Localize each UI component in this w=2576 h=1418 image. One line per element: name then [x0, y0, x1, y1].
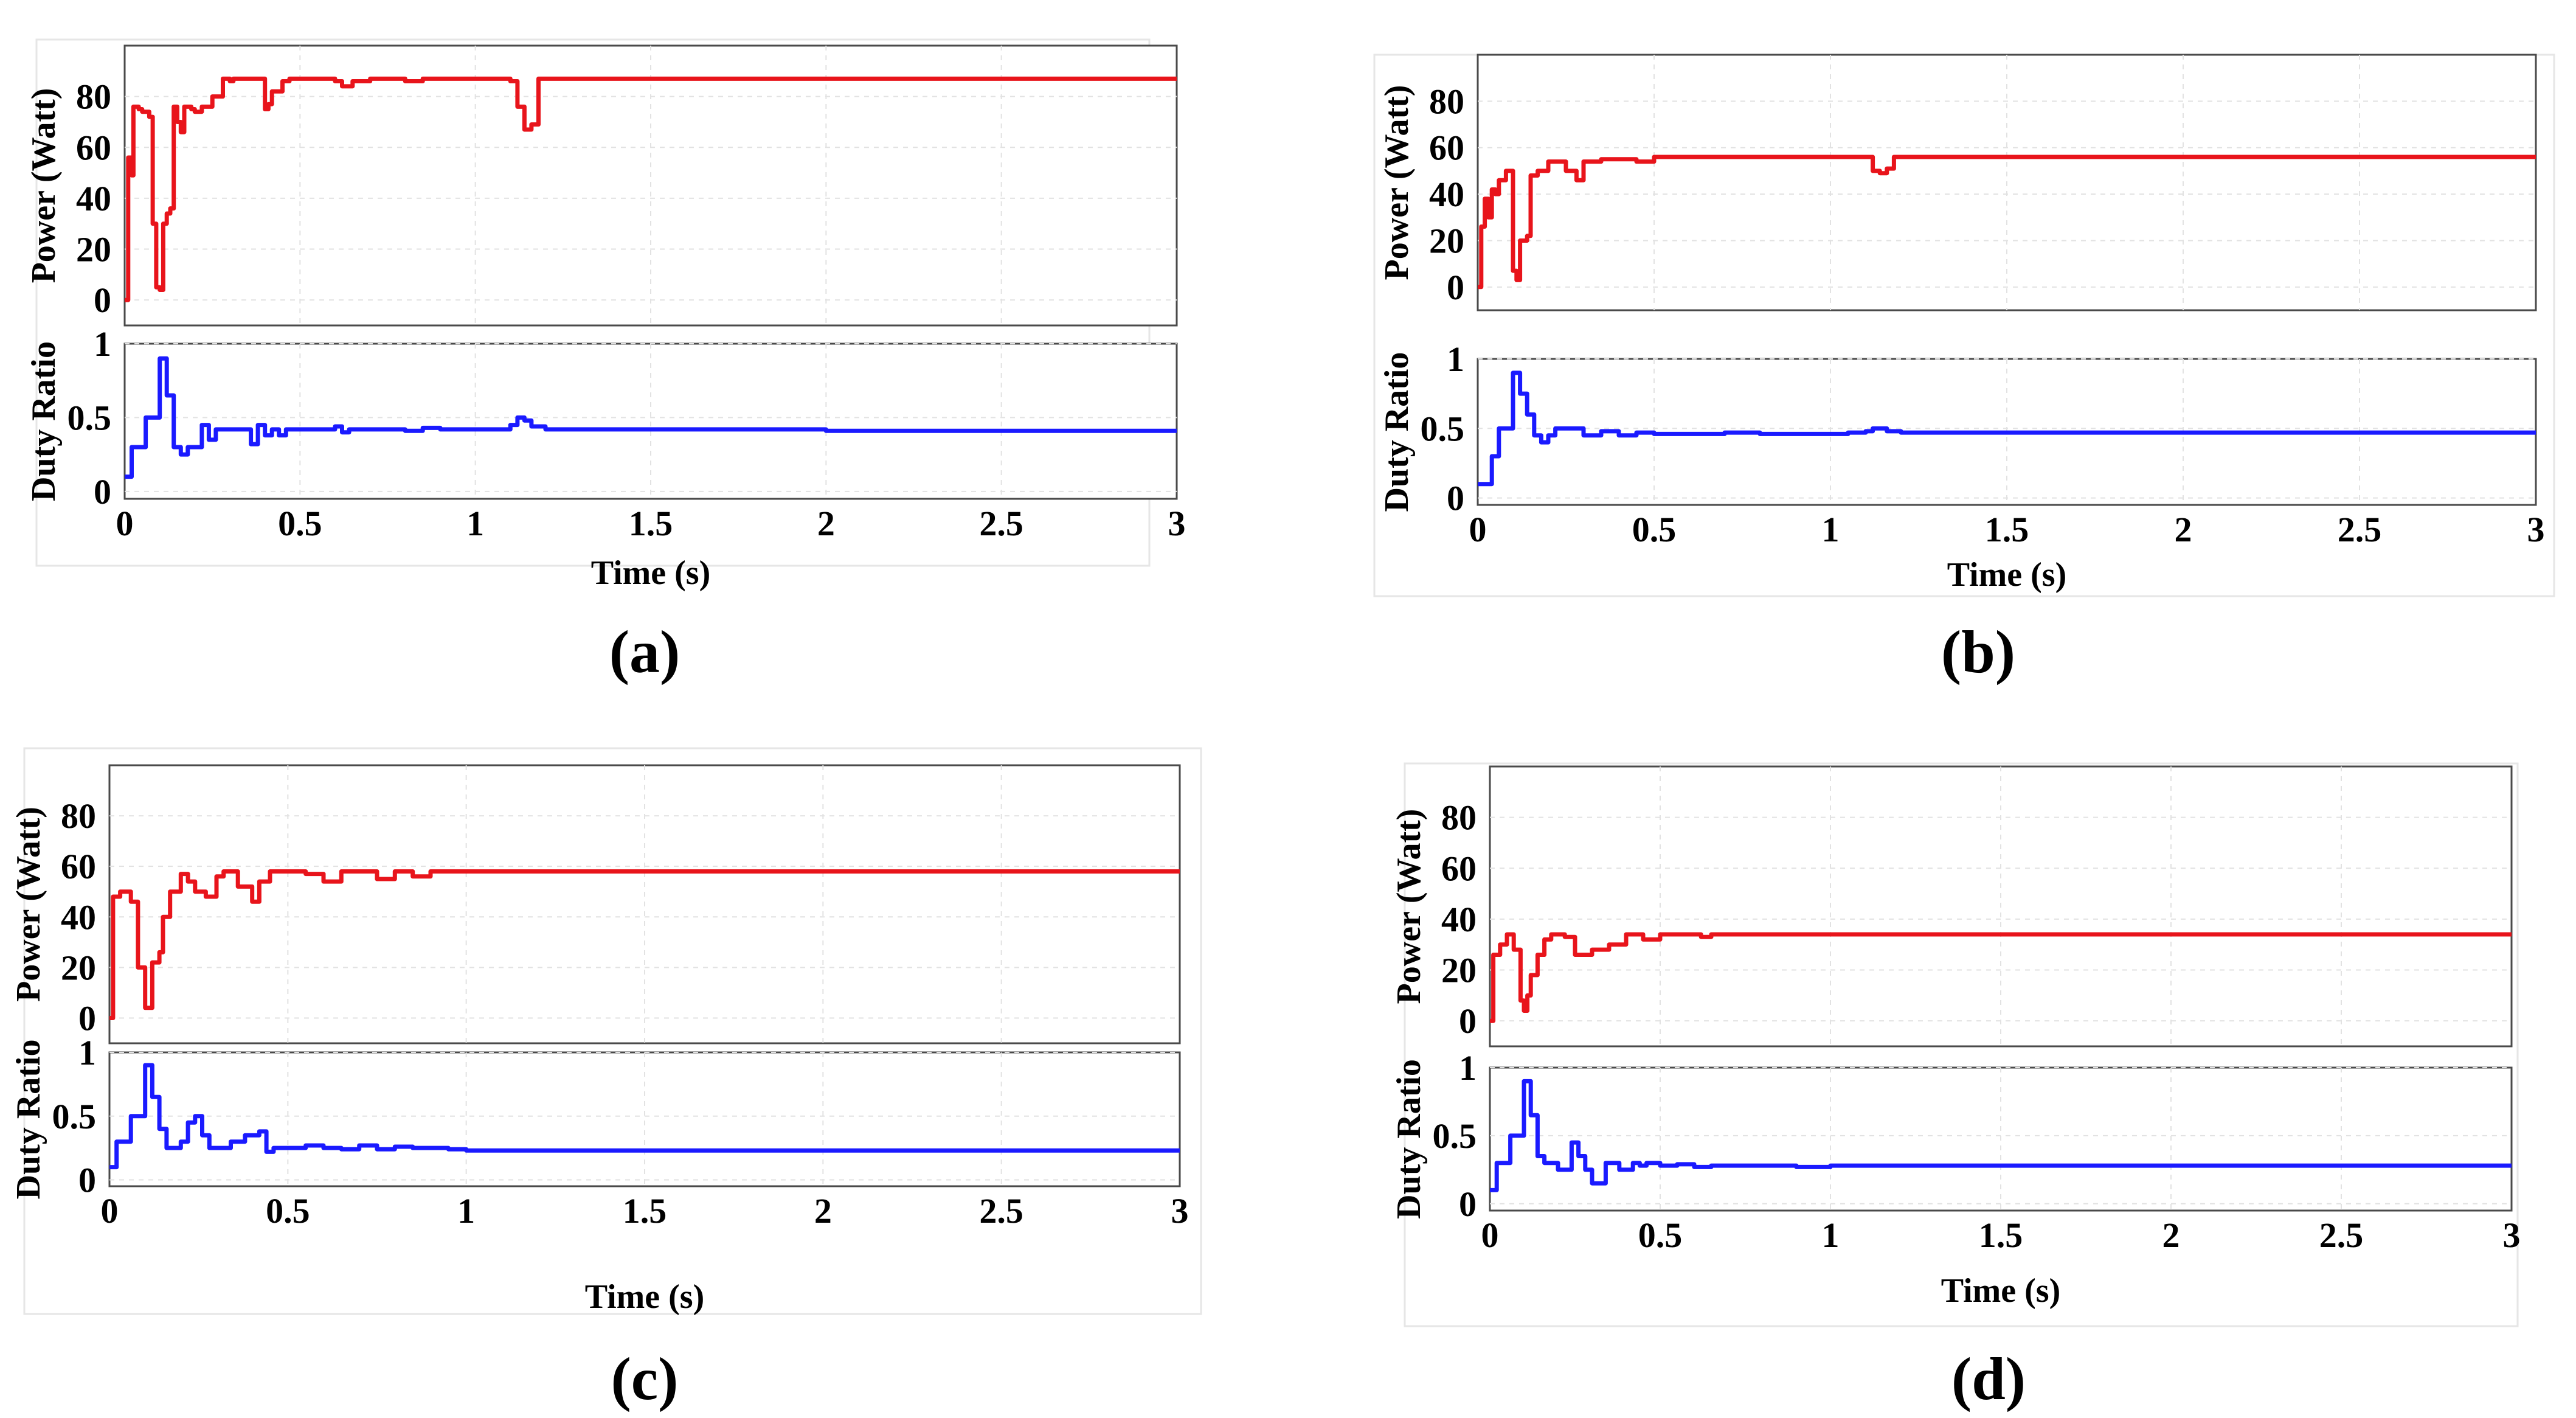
x-tick-label: 1	[1822, 1215, 1840, 1255]
power-axes: 0 20 40 60 80 Power (Watt)	[1378, 54, 2537, 311]
y-tick-label: 0	[1447, 479, 1464, 518]
x-axis-label: Time (s)	[1941, 1272, 2061, 1310]
y-tick-label: 1	[1447, 339, 1464, 379]
power-trace	[109, 869, 1180, 1020]
power-axis-label: Power (Watt)	[10, 807, 47, 1002]
duty-ratio-axis-label: Duty Ratio	[25, 341, 63, 501]
y-tick-label: 0	[78, 1161, 96, 1200]
x-tick-label: 2	[817, 504, 835, 543]
duty-ratio-axes: 0 0.5 1 Duty Ratio 0 0.5 1 1.5 2 2.5 3 Time (s)	[1390, 1048, 2521, 1310]
x-tick-label: 2.5	[2338, 510, 2382, 549]
y-tick-label: 0	[94, 472, 111, 512]
x-tick-label: 0.5	[278, 504, 322, 543]
x-tick-label: 1.5	[629, 504, 673, 543]
duty-ratio-axes: 0 0.5 1 Duty Ratio 0 0.5 1 1.5 2 2.5 3 Time (s)	[1378, 339, 2545, 594]
panel-c: 0 20 40 60 80 Power (Watt) 0 0.5 1 Duty Ratio 0 0.5…	[10, 747, 1202, 1413]
power-trace	[1490, 932, 2512, 1023]
x-tick-label: 0.5	[266, 1191, 310, 1231]
x-tick-label: 3	[2527, 510, 2545, 549]
y-tick-label: 80	[1429, 82, 1464, 121]
y-tick-label: 1	[78, 1033, 96, 1072]
y-tick-label: 20	[61, 948, 96, 987]
y-tick-label: 60	[1429, 128, 1464, 168]
y-tick-label: 60	[76, 128, 111, 167]
y-tick-label: 60	[1441, 849, 1477, 888]
x-tick-label: 2.5	[979, 1191, 1023, 1231]
y-tick-label: 80	[76, 77, 111, 117]
duty-ratio-axes: 0 0.5 1 Duty Ratio 0 0.5 1 1.5 2 2.5 3 Time (s)	[10, 1033, 1189, 1316]
x-tick-label: 3	[1168, 504, 1186, 543]
y-tick-label: 20	[76, 230, 111, 269]
x-tick-label: 1	[466, 504, 484, 543]
panel-d: 0 20 40 60 80 Power (Watt) 0 0.5 1 Duty Ratio 0 0.5…	[1390, 762, 2521, 1413]
duty-ratio-trace	[1478, 370, 2536, 487]
y-tick-label: 0.5	[68, 398, 112, 437]
y-tick-label: 0	[78, 998, 96, 1038]
x-tick-label: 2	[2175, 510, 2192, 549]
power-axes: 0 20 40 60 80 Power (Watt)	[10, 764, 1181, 1044]
x-tick-label: 0	[1469, 510, 1487, 549]
y-tick-label: 1	[1459, 1048, 1477, 1088]
x-tick-label: 1.5	[1985, 510, 2029, 549]
duty-ratio-axis-label: Duty Ratio	[10, 1040, 47, 1200]
panel-caption: (c)	[611, 1345, 679, 1413]
y-tick-label: 0.5	[1433, 1116, 1477, 1156]
y-tick-label: 0	[1459, 1001, 1477, 1041]
y-tick-label: 80	[1441, 798, 1477, 838]
power-axis-label: Power (Watt)	[1390, 809, 1428, 1004]
y-tick-label: 0.5	[52, 1097, 97, 1136]
x-tick-label: 0	[1481, 1215, 1499, 1255]
y-tick-label: 0	[94, 280, 111, 320]
y-tick-label: 40	[61, 897, 96, 937]
y-tick-label: 60	[61, 847, 96, 886]
x-axis-label: Time (s)	[591, 554, 711, 592]
x-tick-label: 1	[457, 1191, 475, 1231]
x-tick-label: 2	[814, 1191, 832, 1231]
x-tick-label: 3	[1171, 1191, 1189, 1231]
power-axis-label: Power (Watt)	[25, 88, 63, 283]
y-tick-label: 1	[94, 324, 111, 364]
x-tick-label: 2.5	[2319, 1215, 2364, 1255]
x-tick-label: 0.5	[1638, 1215, 1683, 1255]
duty-ratio-axis-label: Duty Ratio	[1378, 352, 1416, 512]
y-tick-label: 0	[1459, 1184, 1477, 1224]
duty-ratio-trace	[109, 1063, 1180, 1170]
x-tick-label: 2.5	[979, 504, 1023, 543]
x-axis-label: Time (s)	[585, 1278, 705, 1316]
x-tick-label: 3	[2503, 1215, 2521, 1255]
x-tick-label: 1	[1822, 510, 1840, 549]
x-tick-label: 1.5	[1979, 1215, 2023, 1255]
panel-a: 0 20 40 60 80 Power (Watt) 0 0.5 1 Duty Ratio 0 0.5…	[25, 38, 1186, 686]
duty-ratio-axes: 0 0.5 1 Duty Ratio 0 0.5 1 1.5 2 2.5 3 Time (s)	[25, 324, 1186, 592]
power-axes: 0 20 40 60 80 Power (Watt)	[1390, 765, 2513, 1048]
panel-b: 0 20 40 60 80 Power (Watt) 0 0.5 1 Duty Ratio 0 0.5…	[1373, 54, 2555, 686]
duty-ratio-trace	[125, 356, 1177, 479]
x-tick-label: 2	[2162, 1215, 2180, 1255]
duty-ratio-axis-label: Duty Ratio	[1390, 1059, 1428, 1219]
panel-caption: (a)	[609, 618, 680, 686]
y-tick-label: 40	[76, 179, 111, 218]
power-axis-label: Power (Watt)	[1378, 85, 1416, 280]
x-tick-label: 1.5	[623, 1191, 667, 1231]
x-tick-label: 0.5	[1632, 510, 1677, 549]
y-tick-label: 0.5	[1421, 409, 1465, 448]
y-tick-label: 20	[1429, 221, 1464, 260]
panel-caption: (b)	[1941, 618, 2015, 686]
power-trace	[1478, 155, 2536, 290]
panel-caption: (d)	[1951, 1345, 2026, 1413]
y-tick-label: 40	[1441, 900, 1477, 939]
x-axis-label: Time (s)	[1947, 556, 2067, 594]
y-tick-label: 40	[1429, 175, 1464, 214]
x-tick-label: 0	[116, 504, 134, 543]
duty-ratio-trace	[1490, 1079, 2512, 1192]
y-tick-label: 80	[61, 796, 96, 836]
power-trace	[125, 76, 1177, 302]
x-tick-label: 0	[101, 1191, 119, 1231]
power-axes: 0 20 40 60 80 Power (Watt)	[25, 44, 1178, 327]
y-tick-label: 20	[1441, 951, 1477, 990]
y-tick-label: 0	[1447, 268, 1464, 307]
